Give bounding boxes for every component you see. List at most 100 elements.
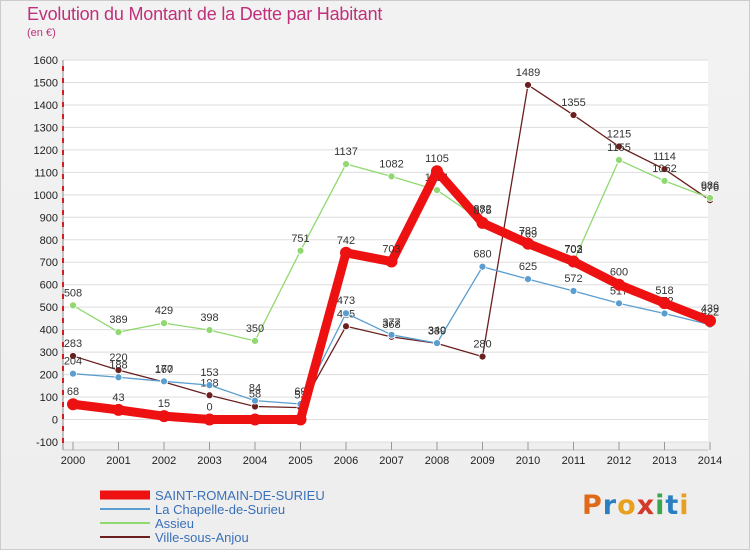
x-tick-label: 2010 (516, 455, 540, 467)
data-point (476, 216, 489, 229)
x-tick-label: 2007 (379, 455, 403, 467)
data-label: 508 (64, 287, 82, 299)
data-point (69, 369, 77, 378)
data-label: 1137 (334, 146, 358, 158)
chart-unit: (en €) (27, 27, 56, 39)
chart-title: Evolution du Montant de la Dette par Hab… (27, 4, 383, 24)
data-point (478, 262, 487, 271)
data-label: 170 (155, 363, 173, 375)
data-point (387, 330, 396, 339)
data-label: 1355 (561, 97, 585, 109)
data-point (158, 410, 170, 423)
data-label: 204 (64, 356, 82, 368)
data-label: 84 (249, 383, 261, 395)
legend-entry: SAINT-ROMAIN-DE-SURIEU (155, 488, 325, 503)
data-label: 280 (473, 339, 491, 351)
data-label: 600 (610, 267, 628, 279)
data-label: 751 (291, 233, 309, 245)
data-label: 875 (473, 205, 491, 217)
data-label: 1105 (425, 153, 449, 165)
y-tick-label: 1000 (34, 190, 58, 202)
y-tick-label: 200 (40, 370, 58, 382)
data-point (294, 413, 307, 426)
data-point (205, 381, 214, 390)
y-tick-label: 800 (40, 235, 58, 247)
logo-letter: i (655, 490, 666, 521)
data-label: 429 (155, 305, 173, 317)
data-label: 15 (158, 398, 170, 410)
data-label: 976 (701, 182, 719, 194)
data-point (251, 336, 259, 345)
data-point (615, 299, 623, 308)
data-label: 153 (200, 367, 218, 379)
logo-letter: o (617, 490, 637, 521)
data-label: 1489 (516, 67, 540, 79)
x-tick-label: 2005 (288, 455, 312, 467)
data-label: 220 (109, 352, 127, 364)
x-tick-label: 2011 (562, 455, 586, 467)
data-label: 1082 (379, 158, 403, 170)
y-tick-label: 1600 (34, 55, 58, 67)
data-label: 703 (382, 244, 400, 256)
data-label: 572 (564, 273, 582, 285)
data-label: 703 (564, 244, 582, 256)
data-label: 58 (249, 388, 261, 400)
data-label: 986 (701, 180, 719, 192)
y-tick-label: -100 (36, 437, 58, 449)
data-label: 473 (337, 295, 355, 307)
data-point (342, 309, 350, 318)
data-point (387, 172, 396, 181)
data-label: 680 (473, 249, 491, 261)
y-tick-label: 100 (40, 392, 58, 404)
x-tick-label: 2002 (152, 455, 176, 467)
x-tick-label: 2001 (106, 455, 130, 467)
data-point (706, 194, 714, 202)
data-point (433, 339, 441, 348)
data-label: 518 (655, 285, 673, 297)
x-tick-label: 2014 (698, 455, 722, 467)
data-point (205, 391, 214, 400)
data-label: 188 (109, 359, 127, 371)
data-label: 68 (67, 386, 79, 398)
data-point (524, 81, 532, 89)
x-tick-label: 2004 (243, 455, 267, 467)
x-tick-label: 2009 (470, 455, 494, 467)
data-point (160, 319, 168, 328)
data-point (112, 403, 125, 416)
data-point (342, 322, 350, 331)
x-tick-label: 2013 (652, 455, 676, 467)
data-point (704, 314, 716, 327)
logo-letter: x (636, 490, 656, 521)
data-point (658, 297, 671, 310)
x-tick-label: 2003 (197, 455, 221, 467)
data-point (69, 352, 77, 360)
data-point (615, 156, 623, 164)
data-label: 1114 (653, 151, 676, 163)
data-point (69, 301, 77, 310)
data-label: 0 (206, 402, 212, 414)
legend-entry: La Chapelle-de-Surieu (155, 502, 285, 517)
data-point (433, 186, 441, 195)
data-label: 283 (64, 338, 82, 350)
y-tick-label: 1200 (34, 145, 58, 157)
data-point (522, 237, 534, 250)
x-tick-label: 2008 (425, 455, 449, 467)
data-point (160, 377, 168, 386)
y-tick-label: 700 (40, 257, 58, 269)
data-point (524, 275, 532, 283)
data-point (251, 396, 259, 405)
data-label: 702 (564, 244, 582, 256)
data-label: 389 (109, 314, 127, 326)
data-point (114, 328, 123, 337)
data-point (615, 142, 623, 151)
data-label: 783 (519, 226, 537, 238)
data-point (385, 255, 398, 268)
x-tick-label: 2006 (334, 455, 358, 467)
data-label: 1215 (607, 129, 631, 141)
y-tick-label: 300 (40, 347, 58, 359)
data-label: 1155 (607, 142, 631, 154)
data-label: 350 (246, 323, 264, 335)
data-label: 398 (200, 312, 218, 324)
data-label: 1062 (652, 163, 676, 175)
